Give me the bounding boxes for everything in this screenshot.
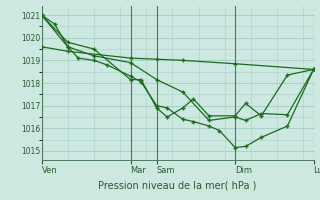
X-axis label: Pression niveau de la mer( hPa ): Pression niveau de la mer( hPa ) <box>99 180 257 190</box>
